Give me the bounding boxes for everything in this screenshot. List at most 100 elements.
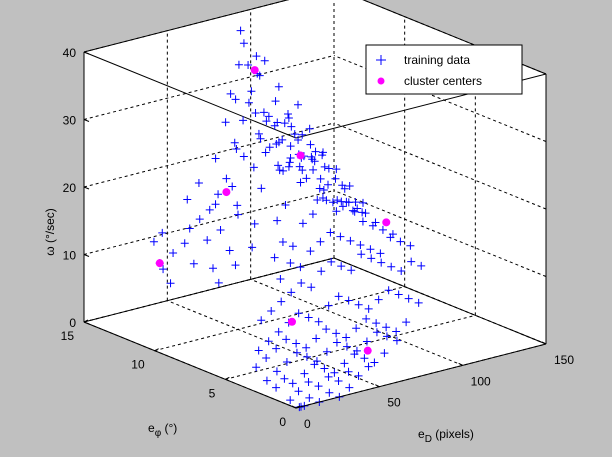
cluster-center-point (382, 218, 391, 227)
training-data-point (244, 61, 253, 70)
training-data-point (305, 124, 314, 133)
training-data-point (378, 225, 387, 234)
training-data-point (272, 367, 281, 376)
x-axis-line (295, 343, 547, 409)
training-data-point (332, 338, 341, 347)
training-data-point (259, 108, 268, 117)
training-data-point (361, 209, 370, 218)
y-tick-mark (225, 376, 230, 380)
training-data-point (265, 143, 274, 152)
training-data-point (180, 239, 189, 248)
training-data-point (414, 298, 423, 307)
training-data-point (239, 152, 248, 161)
grid-line (250, 278, 463, 366)
training-data-point (360, 354, 369, 363)
y-tick-label: 10 (131, 358, 145, 372)
y-tick-label: 5 (209, 386, 216, 400)
training-data-point (332, 165, 341, 174)
z-tick-label: 0 (69, 316, 76, 330)
data-points (149, 26, 426, 412)
z-tick-mark (83, 321, 90, 325)
legend-box (365, 44, 523, 95)
x-axis-label: eD (pixels) (418, 427, 474, 445)
training-data-point (211, 200, 220, 209)
training-data-point (362, 337, 371, 346)
training-data-point (298, 166, 307, 175)
x-tick-mark (541, 341, 547, 345)
training-data-point (352, 324, 361, 333)
training-data-point (287, 122, 296, 131)
training-data-point (280, 119, 289, 128)
training-data-point (254, 346, 263, 355)
training-data-point (166, 279, 175, 288)
training-data-point (298, 219, 307, 228)
training-data-point (274, 161, 283, 170)
training-data-point (294, 136, 303, 145)
box-edge (333, 257, 547, 345)
training-data-point (322, 347, 331, 356)
training-data-point (288, 379, 297, 388)
training-data-point (256, 134, 265, 143)
training-data-point (273, 118, 282, 127)
training-data-point (308, 210, 317, 219)
y-tick-label: 15 (61, 329, 75, 343)
training-data-point (384, 286, 393, 295)
training-data-point (257, 184, 266, 193)
grid-line (167, 300, 380, 388)
training-data-point (377, 258, 386, 267)
training-data-point (326, 228, 335, 237)
training-data-point (264, 337, 273, 346)
training-data-point (362, 314, 371, 323)
front-panel (296, 74, 546, 408)
training-data-point (249, 163, 258, 172)
training-data-point (216, 225, 225, 234)
x-tick-label: 100 (471, 374, 491, 388)
training-data-point (234, 60, 243, 69)
training-data-point (270, 253, 279, 262)
training-data-point (406, 241, 415, 250)
cluster-center-point (363, 346, 372, 355)
z-tick-mark (83, 254, 90, 257)
training-data-point (396, 237, 405, 246)
training-data-point (234, 210, 242, 219)
training-data-point (252, 52, 261, 61)
training-data-point (281, 201, 290, 210)
x-tick-mark (291, 405, 297, 409)
training-data-point (345, 181, 354, 190)
training-data-point (347, 266, 356, 275)
training-data-point (286, 142, 295, 151)
training-data-point (404, 294, 413, 303)
training-data-point (317, 267, 326, 276)
training-data-point (386, 233, 395, 242)
training-data-point (225, 246, 234, 255)
training-data-point (296, 178, 305, 187)
z-tick-label: 40 (63, 46, 77, 60)
training-data-point (372, 328, 381, 337)
training-data-point (252, 363, 261, 372)
training-data-point (370, 358, 379, 367)
z-tick-mark (83, 51, 90, 55)
training-data-point (260, 56, 269, 65)
training-data-point (350, 207, 359, 216)
training-data-point (222, 174, 231, 183)
training-data-point (334, 292, 343, 301)
training-data-point (292, 339, 301, 348)
training-data-point (342, 197, 351, 206)
z-tick-label: 30 (63, 114, 77, 128)
training-data-point (366, 245, 375, 254)
training-data-point (232, 145, 241, 154)
training-data-point (279, 166, 288, 175)
training-data-point (324, 164, 333, 173)
training-data-point (334, 377, 343, 386)
training-data-point (346, 236, 355, 245)
training-data-point (233, 201, 242, 210)
training-data-point (311, 147, 320, 156)
training-data-point (319, 148, 327, 157)
training-data-point (286, 154, 295, 163)
training-data-point (302, 343, 311, 352)
training-data-point (316, 174, 325, 183)
training-data-point (159, 265, 168, 274)
training-data-point (382, 332, 391, 341)
training-data-point (239, 116, 248, 125)
training-data-point (282, 335, 291, 344)
